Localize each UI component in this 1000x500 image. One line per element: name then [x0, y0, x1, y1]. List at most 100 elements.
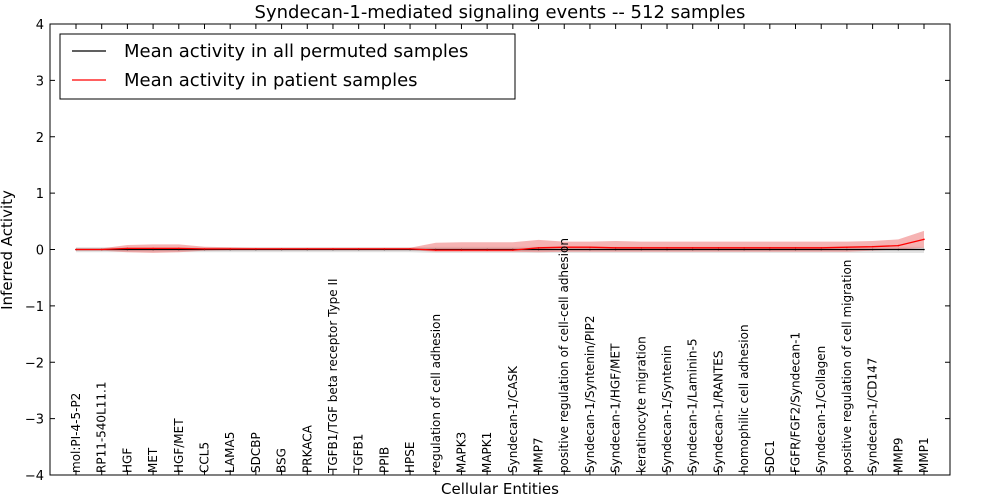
data-point	[769, 247, 771, 249]
data-point	[460, 249, 463, 251]
x-tick-label: MMP7	[532, 437, 546, 473]
data-point	[589, 246, 591, 249]
x-tick-label: regulation of cell adhesion	[429, 314, 443, 473]
x-tick-label: Syndecan-1/Syntenin	[660, 345, 674, 473]
data-point	[126, 247, 129, 250]
data-point	[743, 247, 745, 249]
x-tick-label: HGF	[120, 448, 134, 473]
x-tick-label: HGF/MET	[172, 418, 186, 473]
x-tick-label: MAPK3	[454, 432, 468, 473]
x-tick-label: LAMA5	[223, 432, 237, 473]
data-point	[306, 248, 309, 250]
data-point	[794, 248, 797, 251]
x-axis: mol:PI-4-5-P2 RP11-540L11.1 HGF MET HGF/MET C…	[69, 24, 931, 475]
data-point	[563, 246, 566, 249]
data-point	[640, 248, 643, 251]
y-axis-title: Inferred Activity	[0, 190, 16, 310]
x-tick-label: Syndecan-1/Laminin-5	[686, 339, 700, 473]
data-point	[743, 248, 745, 251]
legend-label-permuted: Mean activity in all permuted samples	[124, 41, 468, 62]
y-tick-label: 0	[36, 244, 44, 259]
data-point	[229, 248, 231, 250]
x-tick-label: mol:PI-4-5-P2	[69, 393, 83, 473]
data-point	[691, 248, 694, 251]
data-point	[383, 248, 386, 250]
y-tick-label: 4	[36, 18, 44, 33]
data-point	[846, 248, 848, 251]
x-tick-label: RP11-540L11.1	[95, 382, 109, 473]
x-tick-label: TGFB1	[352, 434, 366, 474]
data-point	[820, 247, 823, 249]
data-point	[537, 248, 540, 251]
x-tick-label: Syndecan-1/CASK	[506, 365, 520, 473]
x-tick-label: HPSE	[403, 442, 417, 473]
x-tick-label: positive regulation of cell migration	[840, 260, 854, 473]
data-point	[691, 247, 694, 249]
data-point	[871, 245, 874, 248]
x-tick-label: Syndecan-1/RANTES	[711, 351, 725, 473]
y-tick-label: −4	[25, 469, 44, 484]
legend-box	[59, 33, 516, 100]
x-tick-label: FGFR/FGF2/Syndecan-1	[789, 332, 803, 473]
data-point	[923, 238, 925, 241]
lines-layer	[75, 238, 925, 251]
x-tick-label: SDCBP	[249, 432, 263, 473]
series-line-patient	[76, 238, 925, 251]
x-tick-label: SDC1	[763, 440, 777, 473]
data-point	[794, 247, 797, 249]
data-point	[769, 248, 771, 251]
data-point	[75, 248, 77, 251]
data-point	[126, 248, 129, 251]
data-point	[923, 248, 925, 251]
data-point	[563, 248, 566, 251]
x-tick-label: Syndecan-1/CD147	[866, 358, 880, 473]
data-point	[666, 247, 668, 249]
x-tick-label: Syndecan-1/HGF/MET	[609, 343, 623, 473]
data-point	[512, 249, 514, 251]
x-tick-label: Syndecan-1/Syntenin/PIP2	[583, 315, 597, 473]
plot-frame	[49, 23, 951, 476]
data-point	[177, 247, 180, 250]
data-point	[846, 246, 848, 249]
data-point	[537, 247, 540, 249]
y-tick-label: 2	[36, 131, 44, 146]
x-tick-label: CCL5	[197, 442, 211, 473]
data-point	[640, 247, 643, 249]
legend: Mean activity in all permuted samples Me…	[59, 33, 516, 100]
y-tick-label: 1	[36, 187, 44, 202]
x-tick-label: MMP1	[917, 437, 931, 473]
data-point	[717, 247, 720, 249]
data-point	[152, 247, 154, 250]
data-point	[152, 248, 154, 251]
x-tick-label: MET	[146, 447, 160, 473]
y-tick-label: −1	[25, 300, 44, 315]
data-point	[280, 248, 283, 250]
data-point	[897, 244, 900, 247]
y-tick-label: −3	[25, 413, 44, 428]
x-tick-label: homophilic cell adhesion	[737, 324, 751, 473]
data-point	[332, 248, 334, 250]
data-point	[100, 248, 103, 251]
data-point	[177, 248, 180, 251]
data-point	[871, 248, 874, 251]
data-point	[820, 248, 823, 251]
data-point	[614, 247, 617, 249]
x-tick-label: positive regulation of cell-cell adhesio…	[557, 238, 571, 473]
x-tick-label: PRKACA	[300, 424, 314, 473]
x-tick-label: PPIB	[377, 447, 391, 473]
x-tick-label: keratinocyte migration	[634, 336, 648, 473]
data-point	[897, 248, 900, 251]
x-tick-label: BSG	[275, 448, 289, 473]
x-tick-label: MMP9	[891, 437, 905, 473]
y-tick-label: 3	[36, 74, 44, 89]
chart-title: Syndecan-1-mediated signaling events -- …	[255, 2, 746, 23]
data-point	[357, 248, 360, 250]
y-axis: −4 −3 −2 −1 0 1 2 3 4	[25, 18, 950, 484]
data-point	[717, 248, 720, 251]
data-point	[409, 248, 411, 250]
x-tick-label: TGFB1/TGF beta receptor Type II	[326, 278, 340, 474]
y-tick-label: −2	[25, 356, 44, 371]
data-point	[486, 249, 488, 251]
data-point	[589, 248, 591, 251]
